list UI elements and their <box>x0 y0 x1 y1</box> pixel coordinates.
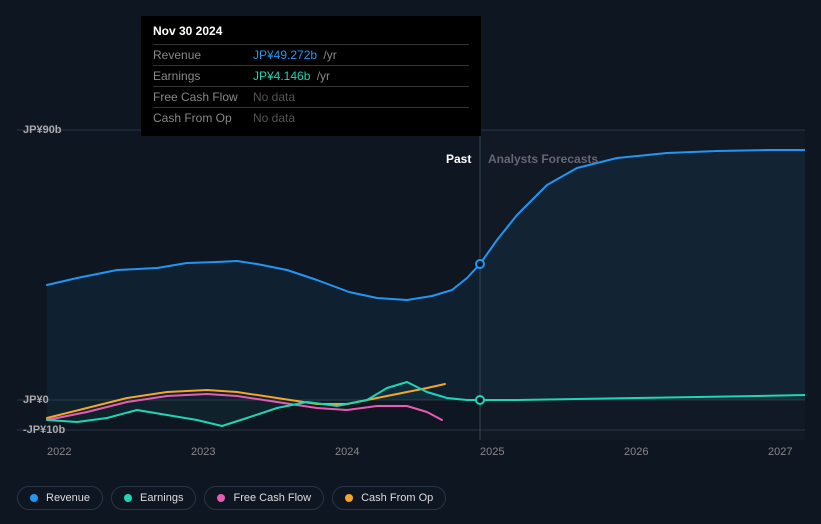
y-axis-label: JP¥0 <box>23 394 49 406</box>
tooltip-row-label: Cash From Op <box>153 111 253 125</box>
legend-dot-icon <box>30 494 38 502</box>
chart-tooltip: Nov 30 2024 RevenueJP¥49.272b /yrEarning… <box>141 16 481 136</box>
tooltip-rows: RevenueJP¥49.272b /yrEarningsJP¥4.146b /… <box>153 44 469 128</box>
tooltip-date: Nov 30 2024 <box>153 24 469 44</box>
legend-item[interactable]: Cash From Op <box>332 486 446 510</box>
tooltip-row-value: No data <box>253 90 295 104</box>
tooltip-row-label: Revenue <box>153 48 253 62</box>
tooltip-row-unit: /yr <box>313 69 330 83</box>
legend-dot-icon <box>217 494 225 502</box>
tooltip-row-label: Earnings <box>153 69 253 83</box>
x-axis-label: 2026 <box>624 446 648 458</box>
tooltip-row-unit: /yr <box>320 48 337 62</box>
x-axis-label: 2024 <box>335 446 359 458</box>
tooltip-row: Cash From OpNo data <box>153 107 469 128</box>
legend-item[interactable]: Revenue <box>17 486 103 510</box>
x-axis-label: 2023 <box>191 446 215 458</box>
legend-label: Cash From Op <box>361 492 433 504</box>
legend-label: Earnings <box>140 492 183 504</box>
chart-svg <box>17 120 805 460</box>
tooltip-row-label: Free Cash Flow <box>153 90 253 104</box>
legend-dot-icon <box>124 494 132 502</box>
tooltip-row-value: JP¥49.272b /yr <box>253 48 337 62</box>
legend-item[interactable]: Earnings <box>111 486 196 510</box>
tooltip-row-value: No data <box>253 111 295 125</box>
legend-dot-icon <box>345 494 353 502</box>
legend: Revenue Earnings Free Cash Flow Cash From O… <box>17 486 446 510</box>
x-axis-label: 2027 <box>768 446 792 458</box>
y-axis-label: JP¥90b <box>23 124 62 136</box>
x-axis-label: 2022 <box>47 446 71 458</box>
forecast-label: Analysts Forecasts <box>488 152 598 166</box>
tooltip-row: EarningsJP¥4.146b /yr <box>153 65 469 86</box>
x-axis-label: 2025 <box>480 446 504 458</box>
tooltip-row: RevenueJP¥49.272b /yr <box>153 44 469 65</box>
past-label: Past <box>446 152 471 166</box>
legend-label: Free Cash Flow <box>233 492 311 504</box>
chart-area[interactable]: Past Analysts Forecasts JP¥90b JP¥0 -JP¥10… <box>17 120 805 460</box>
tooltip-row: Free Cash FlowNo data <box>153 86 469 107</box>
y-axis-label: -JP¥10b <box>23 424 65 436</box>
legend-item[interactable]: Free Cash Flow <box>204 486 324 510</box>
legend-label: Revenue <box>46 492 90 504</box>
tooltip-row-value: JP¥4.146b /yr <box>253 69 330 83</box>
